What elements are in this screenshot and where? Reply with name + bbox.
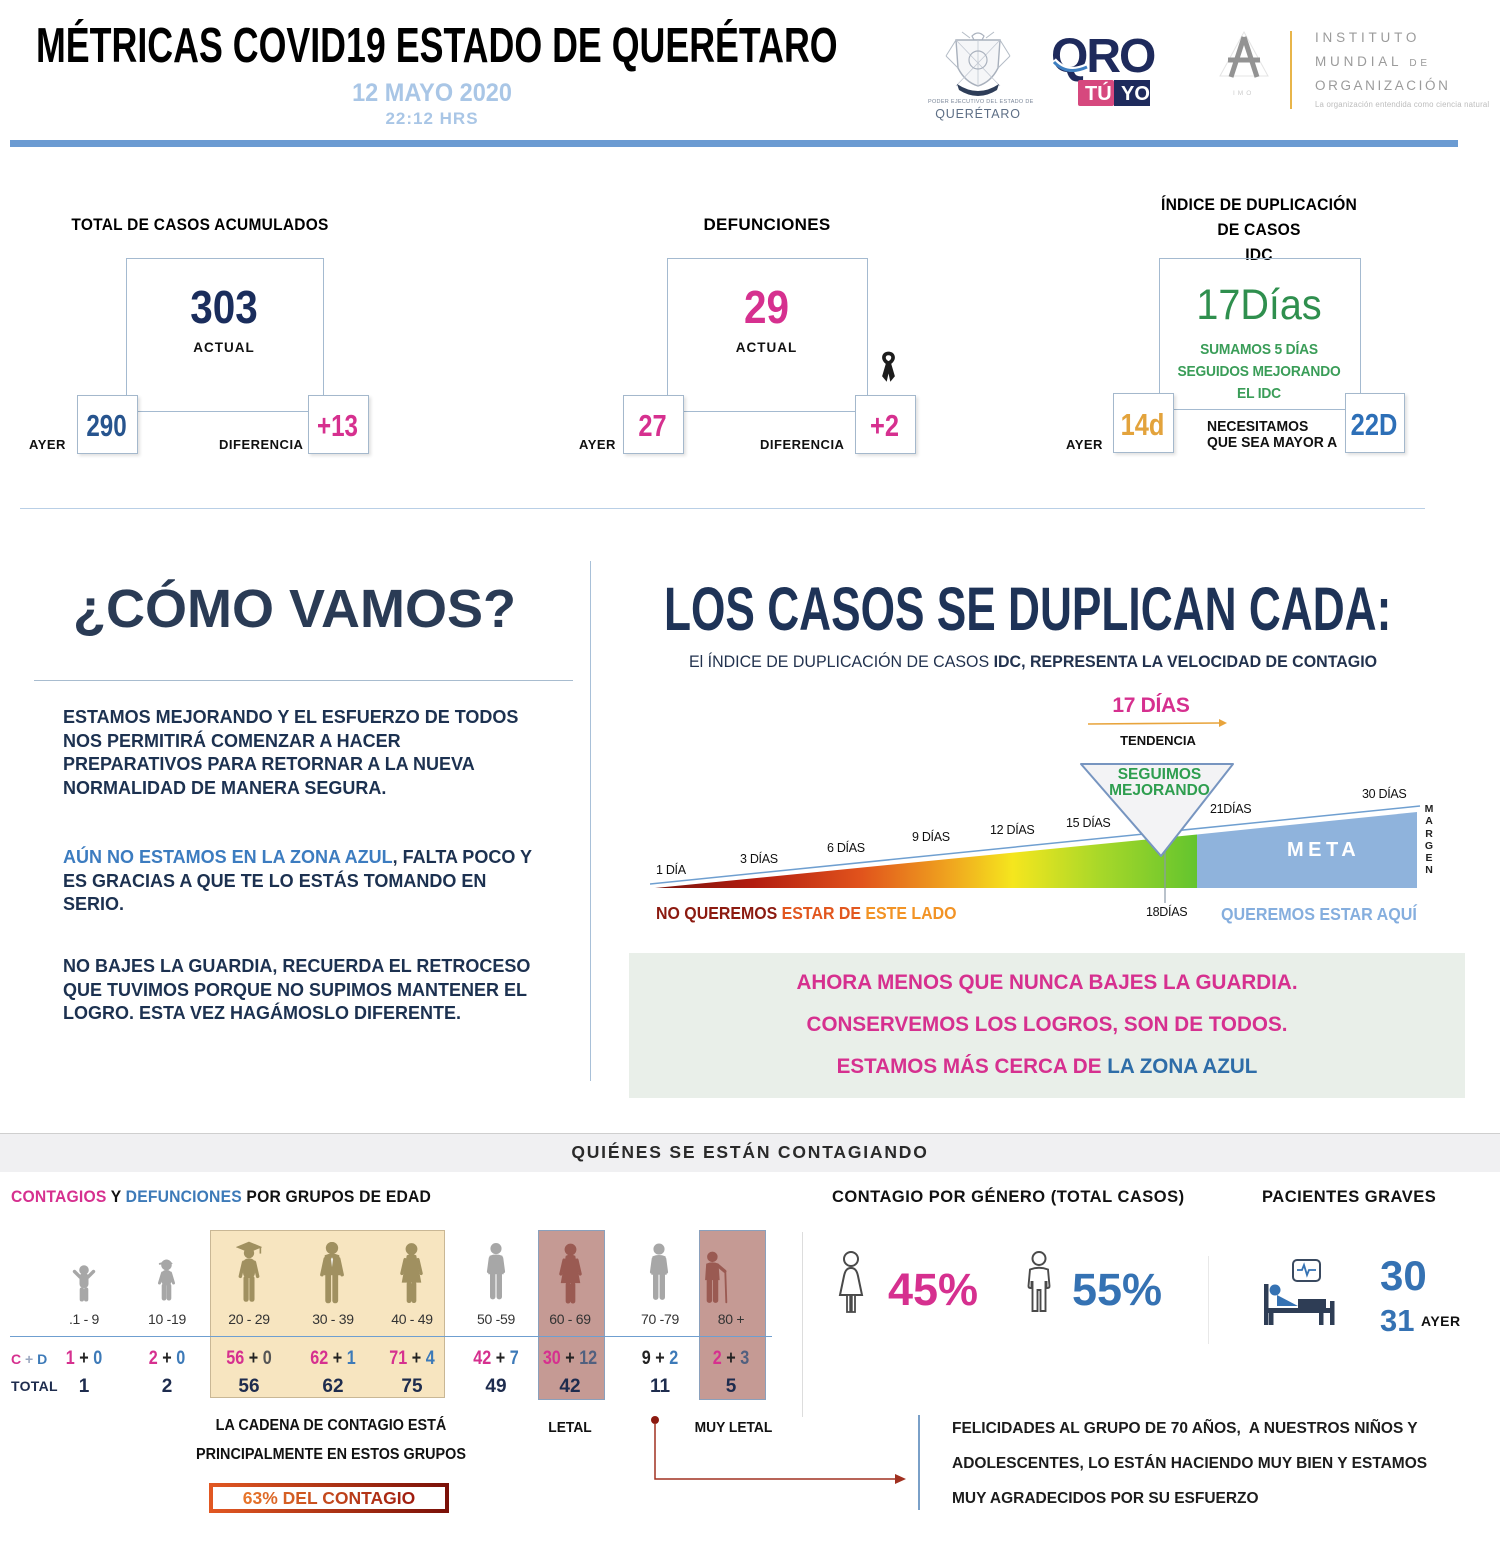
svg-text:YO: YO	[1121, 83, 1150, 105]
svg-text:QRO: QRO	[1053, 30, 1155, 83]
svg-text:TÚ: TÚ	[1085, 81, 1112, 105]
svg-text:IMO: IMO	[1233, 90, 1254, 97]
